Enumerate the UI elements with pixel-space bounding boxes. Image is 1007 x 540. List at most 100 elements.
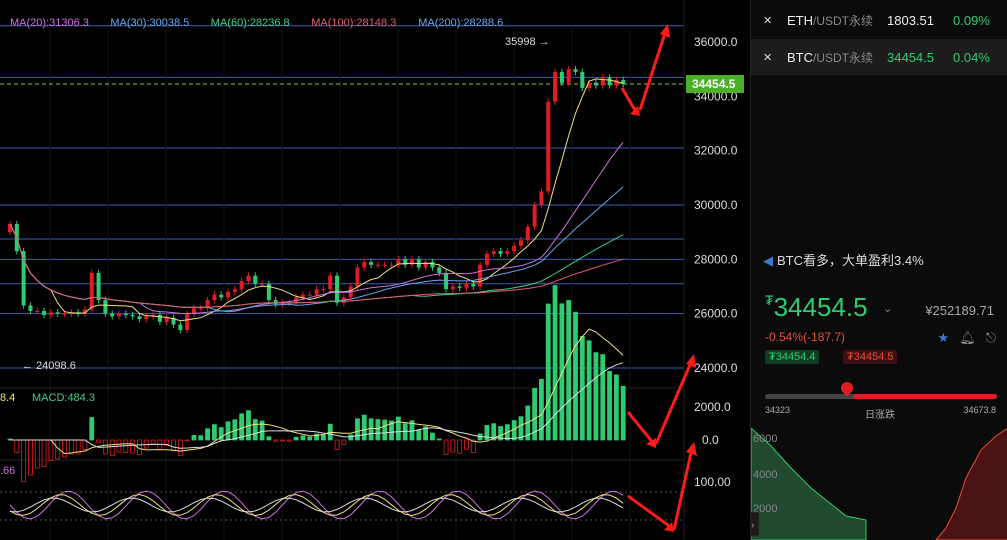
candle xyxy=(621,80,626,84)
market-panel: ✕ ETH/USDT永续 1803.51 0.09% ✕ BTC/USDT永续 … xyxy=(750,0,1007,540)
candle xyxy=(48,312,53,316)
annotation-arrowhead xyxy=(686,354,696,368)
bell-icon[interactable]: 🔔︎ xyxy=(959,330,976,345)
candle xyxy=(444,272,449,290)
last-price-value: 34454.5 xyxy=(773,292,868,322)
macd-bar xyxy=(68,439,74,455)
candle xyxy=(266,283,271,301)
bid-price: ₮34454.4 xyxy=(765,350,820,364)
macd-bar xyxy=(218,427,224,441)
depth-chart[interactable]: 6000 4000 2000 › xyxy=(751,428,1007,540)
eth-symbol: ETH xyxy=(787,12,813,28)
macd-bar xyxy=(239,413,245,441)
annotation-arrowhead xyxy=(660,24,670,38)
eth-pair: /USDT永续 xyxy=(813,13,874,28)
macd-bar xyxy=(280,439,285,442)
macd-bar xyxy=(470,439,476,453)
candle xyxy=(553,71,558,102)
macd-bar xyxy=(368,418,374,441)
y-tick-label: 32000.0 xyxy=(694,144,738,158)
candle xyxy=(409,259,414,265)
chevron-down-icon[interactable]: ⌄ xyxy=(883,303,893,315)
candle xyxy=(389,264,394,266)
star-icon[interactable]: ★ xyxy=(937,330,950,345)
ma-legend-label: MA(100):28148.3 xyxy=(311,17,396,29)
macd-bar xyxy=(389,420,394,441)
macd-bar xyxy=(341,439,347,445)
ma-legend-label: MA(20):31306.3 xyxy=(10,17,89,29)
annotation-arrowhead xyxy=(630,106,640,116)
macd-bar xyxy=(620,385,626,441)
macd-bar xyxy=(559,303,565,441)
macd-bar xyxy=(586,340,592,441)
macd-bar xyxy=(436,438,442,441)
depth-tick: 6000 xyxy=(753,433,777,445)
macd-bar xyxy=(314,433,319,441)
range-low: 34323 xyxy=(765,405,791,415)
candle xyxy=(396,259,401,265)
panel-collapse-button[interactable] xyxy=(751,511,760,537)
candle xyxy=(478,264,483,287)
btc-pair: /USDT永续 xyxy=(813,50,874,65)
candle xyxy=(96,272,101,301)
macd-prefix: 8.4 xyxy=(0,392,15,404)
macd-bar xyxy=(41,439,47,467)
annotation-arrow xyxy=(627,494,673,530)
macd-bar xyxy=(491,423,497,441)
y-tick-label: 30000.0 xyxy=(694,198,738,212)
candle xyxy=(559,71,564,83)
price-chart[interactable]: 36000.034000.032000.030000.028000.026000… xyxy=(0,0,750,540)
candle xyxy=(600,77,605,86)
macd-bar xyxy=(48,439,54,461)
macd-bar xyxy=(593,352,599,441)
candle xyxy=(164,317,169,322)
candle xyxy=(28,305,33,311)
macd-bar xyxy=(28,439,33,476)
eth-change: 0.09% xyxy=(953,12,990,28)
candle xyxy=(300,294,305,298)
macd-bar xyxy=(164,439,170,446)
macd-bar xyxy=(552,285,558,441)
candle xyxy=(239,281,244,290)
close-icon[interactable]: ✕ xyxy=(763,14,773,27)
candle xyxy=(607,77,612,86)
candle xyxy=(573,69,578,72)
candle xyxy=(82,309,87,314)
annotation-arrowhead xyxy=(686,442,697,456)
macd-bar xyxy=(273,439,279,442)
candle xyxy=(614,80,619,86)
macd-bar xyxy=(293,436,299,441)
eth-price: 1803.51 xyxy=(887,12,934,28)
candle xyxy=(525,226,530,241)
macd-bar xyxy=(96,439,101,443)
candle xyxy=(253,275,258,284)
macd-bar xyxy=(307,436,313,441)
candle xyxy=(382,264,387,266)
btc-symbol: BTC xyxy=(787,49,813,65)
y-tick-label: 36000.0 xyxy=(694,35,738,49)
candle xyxy=(539,191,544,205)
macd-bar xyxy=(191,435,197,441)
annotation-arrowhead xyxy=(646,438,656,448)
candle xyxy=(55,312,60,314)
annotation-arrow xyxy=(620,87,638,113)
range-label: 日涨跌 xyxy=(865,410,895,421)
macd-bar xyxy=(566,300,572,441)
macd-bar xyxy=(150,439,156,445)
candle xyxy=(505,251,510,254)
macd-bar xyxy=(259,420,265,441)
market-row-btc[interactable]: ✕ BTC/USDT永续 34454.5 0.04% xyxy=(751,39,1007,75)
candle xyxy=(566,69,571,83)
kdj-tick: 100.00 xyxy=(694,475,731,489)
macd-bar xyxy=(334,439,340,450)
news-ticker[interactable]: ◀ BTC看多，大单盈利3.4% xyxy=(763,250,924,269)
kdj-line xyxy=(9,490,624,520)
kdj-line xyxy=(9,497,624,513)
ma-legend-label: MA(30):30038.5 xyxy=(110,17,189,29)
macd-bar xyxy=(498,426,503,441)
close-icon[interactable]: ✕ xyxy=(763,51,773,64)
candle xyxy=(35,310,40,312)
market-row-eth[interactable]: ✕ ETH/USDT永续 1803.51 0.09% xyxy=(751,2,1007,38)
share-icon[interactable]: ⎋ xyxy=(985,330,996,345)
candle xyxy=(137,316,142,320)
